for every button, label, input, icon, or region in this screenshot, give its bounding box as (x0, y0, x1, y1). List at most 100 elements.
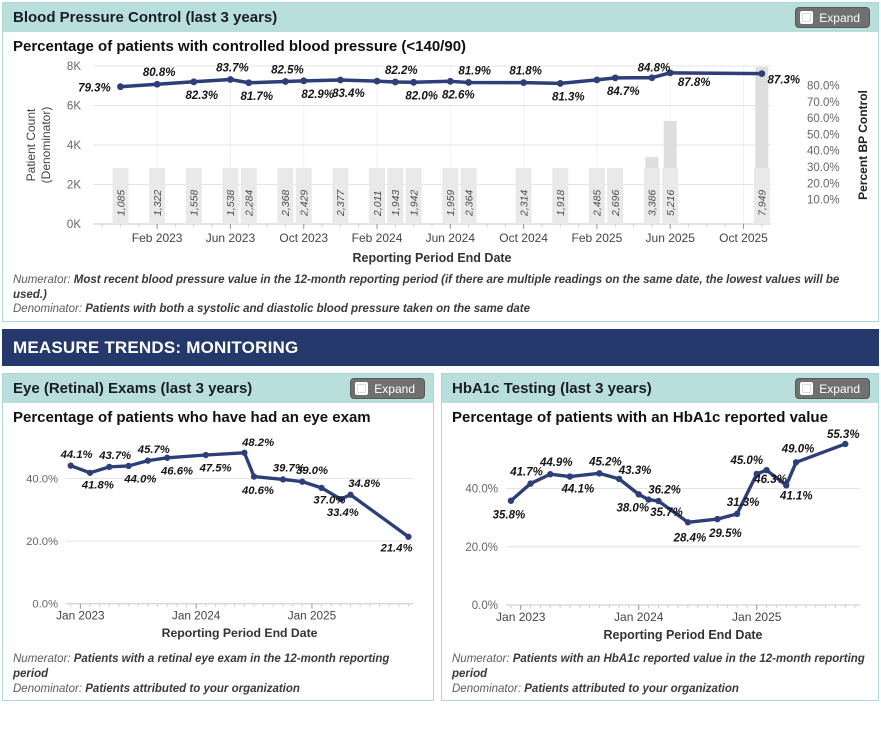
svg-text:Oct 2025: Oct 2025 (719, 231, 768, 245)
svg-text:1,942: 1,942 (408, 190, 420, 216)
svg-text:80.0%: 80.0% (807, 81, 840, 93)
svg-text:46.6%: 46.6% (160, 466, 193, 478)
svg-text:20.0%: 20.0% (807, 178, 840, 190)
svg-text:81.9%: 81.9% (458, 65, 491, 77)
svg-text:35.8%: 35.8% (493, 510, 526, 522)
eye-panel: Eye (Retinal) Exams (last 3 years) Expan… (2, 373, 434, 702)
svg-text:2,314: 2,314 (518, 190, 530, 217)
svg-text:Reporting Period End Date: Reporting Period End Date (603, 628, 762, 642)
svg-text:41.8%: 41.8% (81, 480, 114, 492)
svg-text:34.8%: 34.8% (348, 478, 380, 490)
svg-text:Jun 2025: Jun 2025 (646, 231, 696, 245)
svg-text:1,943: 1,943 (390, 190, 402, 216)
svg-text:31.3%: 31.3% (727, 497, 760, 509)
svg-text:87.3%: 87.3% (768, 75, 801, 87)
denominator-label: Denominator: (13, 303, 83, 316)
expand-checkbox-icon (355, 382, 369, 396)
svg-text:2,368: 2,368 (280, 190, 292, 217)
svg-text:80.8%: 80.8% (143, 67, 176, 79)
svg-text:2,377: 2,377 (335, 189, 347, 217)
svg-text:4K: 4K (67, 140, 81, 152)
svg-text:1,085: 1,085 (115, 190, 127, 216)
eye-footnote: Numerator: Patients with a retinal eye e… (13, 652, 425, 696)
svg-text:44.0%: 44.0% (123, 474, 156, 486)
numerator-text: Most recent blood pressure value in the … (13, 274, 840, 301)
svg-text:30.0%: 30.0% (807, 162, 840, 174)
svg-text:82.3%: 82.3% (185, 90, 218, 102)
svg-text:70.0%: 70.0% (807, 97, 840, 109)
svg-text:1,322: 1,322 (152, 190, 164, 216)
svg-text:Oct 2024: Oct 2024 (499, 231, 548, 245)
svg-text:1,538: 1,538 (225, 190, 237, 216)
svg-text:82.9%: 82.9% (301, 89, 334, 101)
svg-text:44.9%: 44.9% (539, 457, 573, 469)
svg-text:43.7%: 43.7% (98, 450, 131, 462)
hba1c-line-chart: 0.0% 20.0% 40.0% Jan 2023 Jan 2024 Jan 2025 Re… (465, 429, 860, 642)
denominator-text: Patients attributed to your organization (85, 682, 300, 695)
svg-text:39.7%: 39.7% (273, 463, 305, 475)
svg-text:2,696: 2,696 (610, 190, 622, 217)
svg-text:5,216: 5,216 (665, 190, 677, 216)
svg-text:8K: 8K (67, 61, 81, 73)
svg-text:Patient Count: Patient Count (24, 108, 38, 181)
svg-text:Oct 2023: Oct 2023 (279, 231, 328, 245)
hba1c-expand-button[interactable]: Expand (795, 378, 870, 400)
expand-checkbox-icon (800, 11, 814, 24)
svg-text:84.8%: 84.8% (638, 63, 671, 75)
denominator-text: Patients attributed to your organization (524, 682, 739, 695)
svg-text:43.3%: 43.3% (618, 465, 652, 477)
svg-text:49.0%: 49.0% (781, 443, 815, 455)
svg-text:2K: 2K (67, 180, 81, 192)
svg-text:28.4%: 28.4% (673, 532, 707, 544)
expand-checkbox-icon (800, 382, 814, 396)
svg-text:0K: 0K (67, 219, 81, 231)
svg-text:81.3%: 81.3% (552, 91, 585, 103)
svg-text:50.0%: 50.0% (807, 129, 840, 141)
svg-text:Feb 2025: Feb 2025 (572, 231, 623, 245)
svg-text:7,949: 7,949 (757, 190, 769, 216)
hba1c-panel-title: HbA1c Testing (last 3 years) (452, 380, 652, 398)
numerator-text: Patients with an HbA1c reported value in… (452, 653, 865, 680)
svg-text:41.7%: 41.7% (509, 467, 543, 479)
svg-text:39.0%: 39.0% (296, 465, 328, 477)
svg-text:45.7%: 45.7% (137, 444, 170, 456)
svg-text:41.1%: 41.1% (779, 490, 813, 502)
bp-denominator-line: Denominator: Patients with both a systol… (13, 302, 870, 317)
eye-expand-button[interactable]: Expand (350, 378, 425, 400)
svg-text:Feb 2023: Feb 2023 (132, 231, 183, 245)
numerator-label: Numerator: (13, 274, 71, 286)
hba1c-denominator-line: Denominator: Patients attributed to your… (452, 682, 870, 697)
svg-text:21.4%: 21.4% (380, 543, 413, 555)
svg-text:1,959: 1,959 (445, 190, 457, 216)
eye-line-chart: 0.0% 20.0% 40.0% Jan 2023 Jan 2024 Jan 2025 Re… (26, 437, 414, 640)
svg-text:Jan 2023: Jan 2023 (496, 610, 546, 624)
denominator-label: Denominator: (13, 682, 83, 695)
bp-panel-body: Percentage of patients with controlled b… (3, 32, 878, 321)
svg-text:82.6%: 82.6% (442, 89, 475, 101)
bp-expand-button[interactable]: Expand (795, 7, 870, 28)
svg-text:Reporting Period End Date: Reporting Period End Date (162, 626, 318, 640)
bottom-row: Eye (Retinal) Exams (last 3 years) Expan… (2, 373, 879, 702)
denominator-text: Patients with both a systolic and diasto… (85, 303, 531, 316)
svg-text:37.0%: 37.0% (313, 495, 345, 507)
bp-combo-chart: 0K 2K 4K 6K 8K 10.0% 20.0% 30.0% 40.0% 50.0% 60.0%… (24, 61, 870, 265)
svg-text:Jan 2023: Jan 2023 (56, 610, 105, 623)
svg-text:82.2%: 82.2% (385, 65, 418, 77)
svg-text:Percent BP Control: Percent BP Control (856, 90, 870, 200)
denominator-label: Denominator: (452, 682, 522, 695)
bp-chart-subtitle: Percentage of patients with controlled b… (13, 38, 467, 55)
svg-text:Jun 2023: Jun 2023 (206, 231, 256, 245)
svg-text:55.3%: 55.3% (827, 429, 860, 441)
svg-text:2,011: 2,011 (372, 191, 384, 218)
numerator-label: Numerator: (452, 653, 510, 666)
svg-text:40.6%: 40.6% (241, 485, 274, 497)
hba1c-panel: HbA1c Testing (last 3 years) Expand Perc… (441, 373, 879, 702)
section-banner: MEASURE TRENDS: MONITORING (2, 329, 879, 367)
svg-text:81.7%: 81.7% (240, 91, 273, 103)
svg-text:40.0%: 40.0% (465, 484, 498, 496)
svg-text:60.0%: 60.0% (807, 113, 840, 125)
svg-text:1,918: 1,918 (555, 190, 567, 216)
svg-text:10.0%: 10.0% (807, 195, 840, 207)
svg-text:84.7%: 84.7% (607, 86, 640, 98)
numerator-text: Patients with a retinal eye exam in the … (13, 653, 390, 680)
